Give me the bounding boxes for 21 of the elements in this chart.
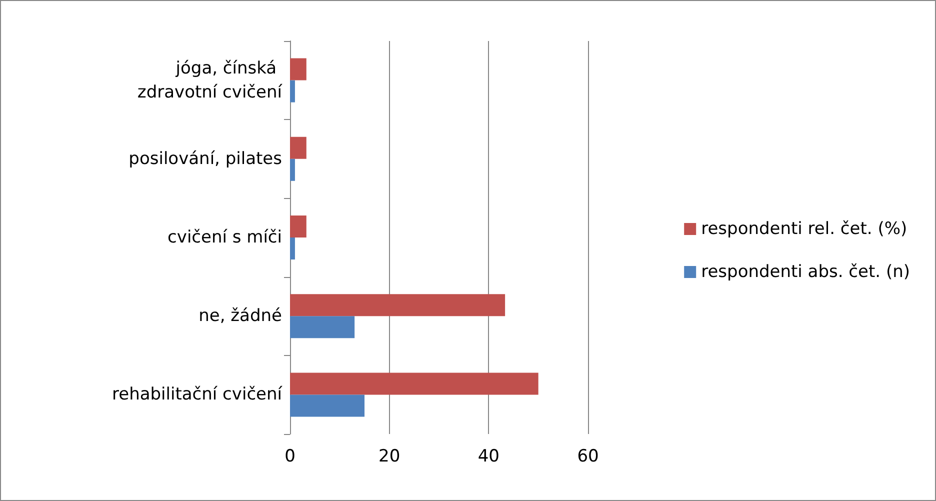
bar [290, 80, 295, 102]
y-tick-label: jóga, čínská zdravotní cvičení [137, 58, 284, 102]
bar [290, 238, 295, 260]
y-tick-label: rehabilitační cvičení [112, 384, 284, 405]
bar [290, 58, 306, 80]
bar [290, 372, 538, 395]
y-tick-label: cvičení s míči [168, 228, 282, 248]
y-tick-label: posilování, pilates [128, 148, 282, 169]
legend-label: respondenti abs. čet. (n) [701, 262, 910, 282]
x-tick-label: 60 [577, 446, 599, 466]
bar [290, 216, 306, 238]
bar [290, 394, 364, 417]
x-tick-label: 20 [378, 446, 400, 466]
legend-label: respondenti rel. čet. (%) [701, 219, 908, 239]
bar [290, 136, 306, 159]
bar [290, 294, 506, 316]
x-tick-label: 40 [478, 446, 500, 466]
x-tick-label: 0 [284, 446, 296, 466]
y-tick-label: ne, žádné [198, 306, 282, 326]
bar [290, 158, 295, 181]
bar [290, 316, 355, 338]
